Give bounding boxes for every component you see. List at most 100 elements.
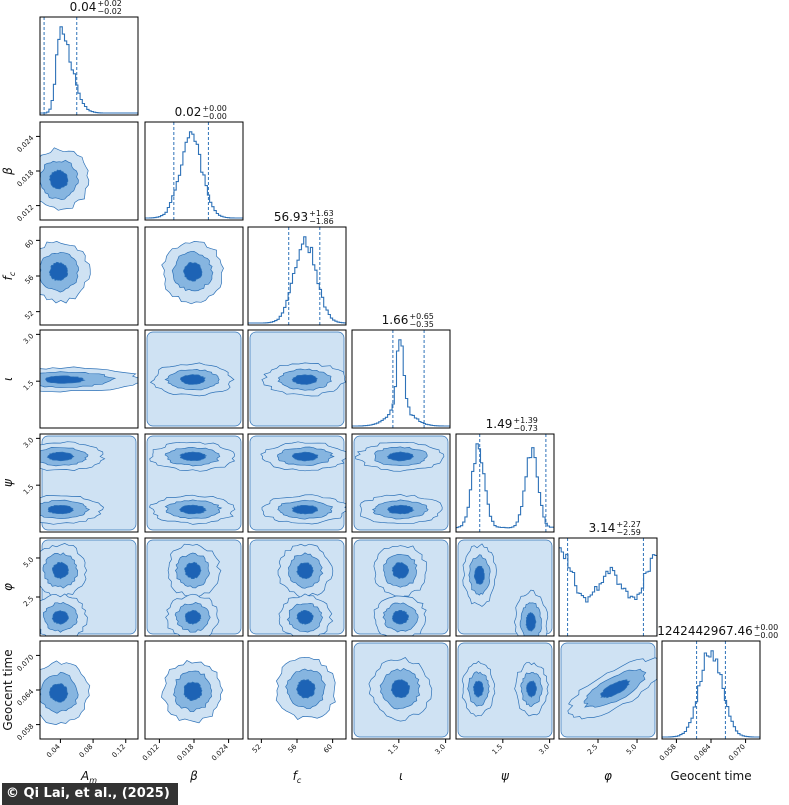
plus-error-label: +0.00 xyxy=(754,623,779,632)
x-tick-label: 0.12 xyxy=(110,743,127,760)
x-tick-label: 0.08 xyxy=(78,743,95,760)
y-tick-label: 56 xyxy=(23,273,35,285)
contour-panel-phi-vs-a-m xyxy=(39,537,139,637)
contour-level-3 xyxy=(183,261,203,282)
x-axis-label-geocent-time: Geocent time xyxy=(670,769,751,783)
minus-error-label: −0.73 xyxy=(513,424,538,433)
y-tick-label: 5.0 xyxy=(22,556,36,570)
contour-panel-iota-vs-f-c xyxy=(247,329,347,429)
panel-frame xyxy=(455,640,555,740)
contour-level-3 xyxy=(48,261,69,281)
histogram-line xyxy=(662,650,760,739)
contour-panel-iota-vs-beta xyxy=(144,329,244,429)
median-title-geocent-time: 1242442967.46 xyxy=(657,624,752,638)
histogram-panel-iota: 1.66 +0.65−0.35 xyxy=(351,312,451,429)
histogram-line xyxy=(352,339,450,428)
x-tick-label: 3.0 xyxy=(538,743,552,757)
contour-panel-geocent-time-vs-phi xyxy=(558,640,658,740)
y-axis-label-phi: φ xyxy=(1,583,15,591)
histogram-panel-psi: 1.49 +1.39−0.73 xyxy=(455,416,555,533)
median-title-phi: 3.14 xyxy=(589,521,616,535)
y-tick-label: 52 xyxy=(23,309,35,321)
panel-frame xyxy=(351,537,451,637)
plus-error-label: +0.00 xyxy=(202,104,227,113)
contour-level-3 xyxy=(391,562,410,580)
contour-level-3 xyxy=(390,679,410,699)
y-tick-label: 0.070 xyxy=(16,653,36,673)
panel-frame xyxy=(144,433,244,533)
contour-panel-phi-vs-f-c xyxy=(247,537,347,637)
panel-frame xyxy=(247,537,347,637)
x-tick-label: 2.5 xyxy=(586,743,600,757)
contour-panel-geocent-time-vs-beta xyxy=(144,640,244,740)
contour-panel-psi-vs-a-m xyxy=(39,433,139,533)
x-tick-label: 1.5 xyxy=(491,743,505,757)
minus-error-label: −0.35 xyxy=(409,320,434,329)
contour-level-3 xyxy=(48,169,69,190)
x-axis-label-f-c: fc xyxy=(293,769,302,785)
y-axis-label-f-c: fc xyxy=(1,271,17,280)
y-tick-label: 60 xyxy=(23,238,35,250)
minus-error-label: −0.00 xyxy=(202,112,227,121)
contour-panel-iota-vs-a-m xyxy=(39,329,139,429)
y-tick-label: 3.0 xyxy=(22,436,36,450)
panel-frame xyxy=(351,640,451,740)
median-title-psi: 1.49 xyxy=(486,417,513,431)
contour-level-3 xyxy=(46,451,75,462)
panel-frame xyxy=(39,537,139,637)
panel-frame xyxy=(39,433,139,533)
panel-frame xyxy=(247,226,347,326)
plus-error-label: +1.63 xyxy=(309,209,334,218)
contour-level-3 xyxy=(291,374,318,385)
credit-label: © Qi Lai, et al., (2025) xyxy=(2,783,178,805)
x-tick-label: 3.0 xyxy=(434,743,448,757)
y-tick-label: 1.5 xyxy=(22,483,36,497)
y-tick-label: 3.0 xyxy=(22,332,36,346)
contour-level-3 xyxy=(391,609,409,625)
minus-error-label: −2.59 xyxy=(616,528,641,537)
panel-frame xyxy=(558,537,658,637)
median-title-iota: 1.66 xyxy=(382,313,409,327)
x-tick-label: 0.012 xyxy=(141,743,161,763)
panel-frame xyxy=(455,537,555,637)
contour-level-3 xyxy=(291,505,319,515)
contour-panel-beta-vs-a-m xyxy=(39,121,139,221)
contour-level-3 xyxy=(49,683,69,703)
histogram-line xyxy=(248,236,346,325)
histogram-panel-a-m: 0.04 +0.02−0.02 xyxy=(39,0,139,116)
minus-error-label: −1.86 xyxy=(309,217,334,226)
panel-frame xyxy=(39,16,139,116)
panel-frame xyxy=(455,433,555,533)
contour-level-3 xyxy=(525,612,537,632)
contour-level-3 xyxy=(473,680,484,698)
contour-panel-geocent-time-vs-a-m xyxy=(39,640,139,740)
y-tick-label: 0.024 xyxy=(16,134,36,154)
x-axis-label-beta: β xyxy=(189,769,198,783)
contour-level-3 xyxy=(296,610,314,625)
x-tick-label: 0.024 xyxy=(210,742,230,762)
panel-frame xyxy=(39,329,139,429)
contour-level-3 xyxy=(600,679,631,699)
contour-panel-psi-vs-f-c xyxy=(247,433,347,533)
plus-error-label: +0.65 xyxy=(409,312,434,321)
contour-level-3 xyxy=(51,610,69,625)
contour-level-3 xyxy=(180,374,206,385)
median-title-f-c: 56.93 xyxy=(274,210,308,224)
y-tick-label: 0.064 xyxy=(16,687,36,707)
histogram-line xyxy=(40,26,138,115)
contour-panel-phi-vs-beta xyxy=(144,537,244,637)
y-tick-label: 1.5 xyxy=(22,379,36,393)
x-tick-label: 52 xyxy=(251,743,263,755)
contour-panel-psi-vs-iota xyxy=(351,433,451,533)
panel-frame xyxy=(247,329,347,429)
contour-panel-geocent-time-vs-psi xyxy=(455,640,555,740)
plus-error-label: +1.39 xyxy=(513,416,538,425)
x-tick-label: 0.04 xyxy=(45,742,62,759)
contour-level-3 xyxy=(296,679,316,699)
histogram-panel-beta: 0.02 +0.00−0.00 xyxy=(144,104,244,221)
median-title-beta: 0.02 xyxy=(175,105,202,119)
contour-level-3 xyxy=(52,561,69,580)
contour-panel-psi-vs-beta xyxy=(144,433,244,533)
minus-error-label: −0.00 xyxy=(754,631,779,640)
histogram-panel-geocent-time: 1242442967.46 +0.00−0.00 xyxy=(657,623,779,740)
